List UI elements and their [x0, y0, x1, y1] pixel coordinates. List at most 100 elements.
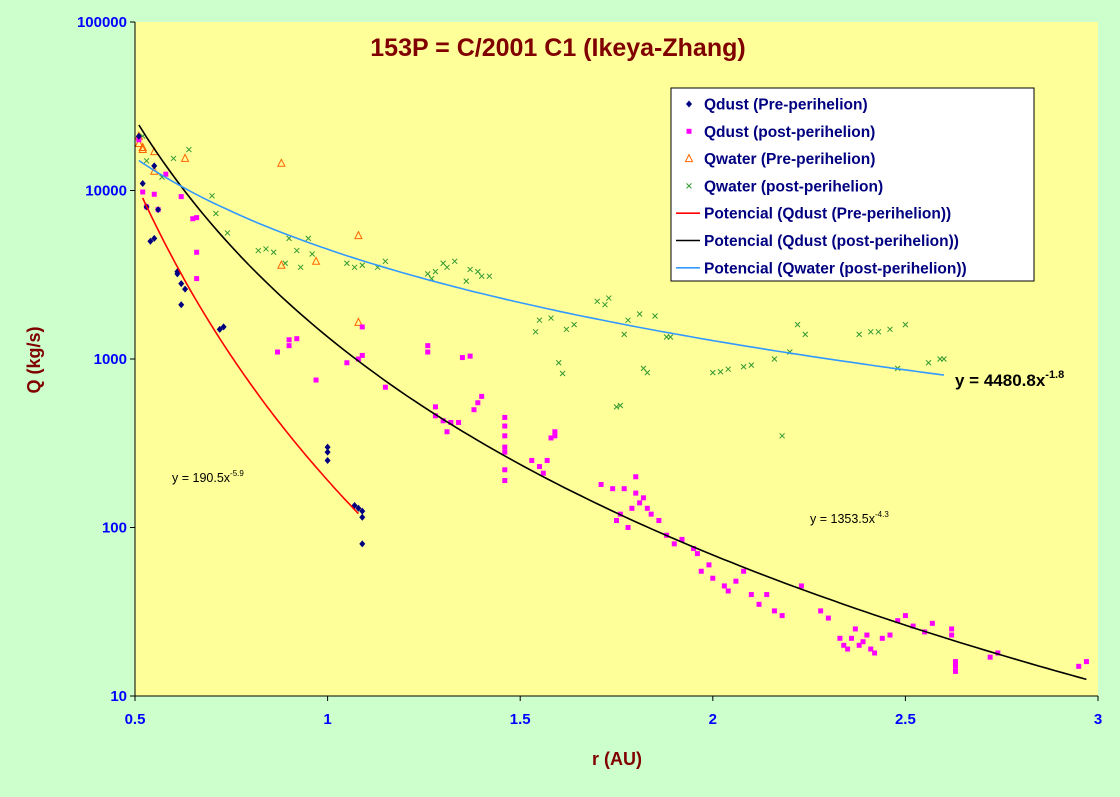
qdust-post-point [952, 668, 958, 674]
legend-fit-dust-post: Potencial (Qdust (post-perihelion)) [676, 233, 959, 250]
qwater-post-point [717, 368, 724, 375]
qwater-post-point [344, 260, 350, 267]
qdust-post-point [929, 620, 935, 626]
qwater-pre-point [354, 230, 363, 240]
fit-line-dust-post [138, 124, 1087, 681]
qdust-post-point [748, 592, 754, 598]
qdust-post-point [440, 418, 446, 424]
chart-title: 153P = C/2001 C1 (Ikeya-Zhang) [370, 34, 745, 62]
qwater-post-point [709, 369, 716, 376]
qdust-post-point [444, 429, 450, 435]
qdust-post-point [548, 435, 554, 441]
qdust-post-point [178, 194, 184, 200]
qdust-post-point [848, 635, 854, 641]
qdust-pre-point [151, 162, 158, 170]
qwater-post-point [571, 321, 577, 328]
qwater-post-point [802, 331, 809, 338]
qwater-post-point [186, 146, 192, 153]
qdust-post-point [706, 562, 712, 568]
qdust-post-point [502, 449, 508, 455]
qdust-post-point [140, 189, 146, 195]
qdust-post-point [868, 646, 874, 652]
qdust-post-point [359, 324, 365, 330]
qdust-post-point [910, 623, 916, 629]
qwater-post-point [563, 326, 570, 333]
qdust-post-point [860, 639, 866, 645]
legend-qdust-pre: Qdust (Pre-perihelion) [686, 97, 868, 114]
qdust-post-point [432, 404, 438, 410]
qwater-post-point [444, 264, 450, 271]
qdust-post-point [798, 583, 804, 589]
qwater-post-point [625, 317, 631, 324]
qdust-post-point [837, 635, 843, 641]
legend-qwater-post-marker [686, 183, 692, 189]
qdust-pre-point [324, 448, 331, 456]
qdust-post-point [864, 632, 870, 638]
legend-qdust-post-marker [686, 128, 692, 134]
qwater-post-point [532, 328, 539, 335]
qwater-post-point [309, 251, 316, 257]
qdust-post-point [856, 642, 862, 648]
qwater-post-point [771, 356, 778, 362]
qdust-post-point [286, 343, 292, 349]
qwater-post-point [351, 264, 358, 271]
qdust-pre-point [182, 285, 189, 293]
fit-label-dust-pre: y = 190.5x-5.9 [172, 469, 244, 485]
qdust-post-point [694, 551, 700, 557]
qwater-post-point [170, 155, 177, 162]
qwater-post-point [209, 192, 215, 199]
qdust-post-point [448, 419, 454, 425]
legend-qdust-post: Qdust (post-perihelion) [686, 124, 875, 141]
qdust-post-point [671, 541, 677, 547]
qdust-post-point [475, 400, 481, 406]
qdust-post-point [598, 481, 604, 487]
qwater-post-point [548, 315, 554, 321]
qwater-post-point [555, 359, 562, 366]
qwater-pre-point [180, 153, 190, 162]
qwater-post-point [867, 328, 874, 335]
qdust-post-point [614, 518, 619, 524]
qdust-post-point [194, 215, 200, 221]
qdust-pre-point [151, 234, 158, 242]
qdust-pre-point [155, 206, 162, 214]
legend: Qdust (Pre-perihelion) Qdust (post-perihe… [670, 87, 1035, 282]
qdust-post-point [895, 618, 901, 624]
qdust-post-point [987, 654, 993, 660]
qdust-post-point [698, 568, 704, 574]
qdust-post-point [151, 191, 157, 197]
fit-label-dust-post: y = 1353.5x-4.3 [810, 510, 889, 526]
qdust-post-point [313, 377, 319, 383]
qdust-post-point [841, 642, 847, 648]
qdust-post-point [725, 588, 731, 594]
qwater-post-point [875, 328, 882, 335]
qdust-post-point [552, 433, 558, 439]
qwater-post-point [474, 268, 481, 275]
qdust-post-point [163, 171, 169, 177]
qdust-post-point [502, 433, 508, 439]
y-ticks: 10 100 1000 10000 100000 [77, 14, 135, 705]
qdust-post-point [637, 500, 643, 506]
qdust-post-point [845, 646, 851, 652]
qwater-post-point [748, 362, 755, 368]
legend-fit-dust-pre: Potencial (Qdust (Pre-perihelion)) [676, 206, 951, 223]
qdust-post-point [344, 360, 350, 366]
qdust-post-point [286, 337, 292, 343]
x-ticks: 0.5 1 1.5 2 2.5 3 [125, 696, 1102, 728]
y-axis-label: Q (kg/s) [24, 326, 44, 393]
qdust-post-point [949, 626, 955, 632]
qdust-pre-point [355, 504, 362, 512]
qdust-pre-point [359, 507, 366, 515]
qdust-post-point [425, 349, 431, 355]
qdust-post-point [656, 518, 662, 524]
legend-items: Qdust (Pre-perihelion) Qdust (post-perihe… [676, 97, 967, 277]
qwater-post-point [652, 313, 658, 319]
qdust-pre-point [359, 540, 366, 548]
qdust-post-point [382, 384, 388, 390]
qdust-post-point [456, 419, 462, 425]
qwater-post-point [636, 311, 643, 317]
qdust-post-point [425, 343, 431, 349]
qwater-post-point [887, 326, 893, 333]
qdust-pre-point [147, 237, 154, 245]
qdust-post-point [756, 601, 762, 607]
